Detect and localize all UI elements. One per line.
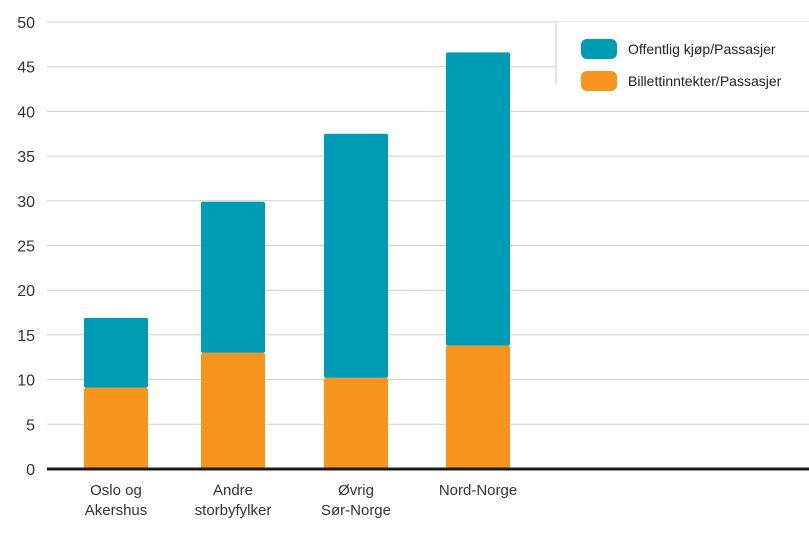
legend: Offentlig kjøp/Passasjer Billettinntekter…	[555, 22, 809, 91]
y-tick-label: 50	[17, 15, 35, 32]
bar-billettinntekter	[84, 387, 148, 469]
y-tick-label: 35	[17, 149, 35, 166]
y-tick-label: 15	[17, 328, 35, 345]
x-category-label-line: Akershus	[85, 502, 148, 519]
bar-billettinntekter	[324, 377, 388, 469]
y-tick-label: 45	[17, 60, 35, 77]
y-tick-label: 40	[17, 104, 35, 121]
bars	[84, 52, 510, 469]
y-tick-label: 10	[17, 373, 35, 390]
bar-billettinntekter	[446, 345, 510, 469]
x-category-label: Øvrig Sør-Norge	[321, 482, 391, 519]
y-axis-tick-labels: 0 5 10 15 20 25 30 35 40 45 50	[17, 15, 35, 479]
x-category-label: Andre storbyfylker	[195, 482, 272, 519]
x-category-label-line: storbyfylker	[195, 502, 272, 519]
legend-swatch	[581, 39, 617, 59]
bar-offentlig-kjop	[324, 133, 388, 378]
x-category-label-line: Øvrig	[338, 482, 374, 499]
x-category-label-line: Oslo og	[90, 482, 142, 499]
x-category-label-line: Nord-Norge	[439, 482, 517, 499]
bar-offentlig-kjop	[84, 317, 148, 388]
x-category-label-line: Andre	[213, 482, 253, 499]
x-axis-category-labels: Oslo og Akershus Andre storbyfylker Øvrig Sør…	[85, 482, 517, 519]
y-tick-label: 25	[17, 239, 35, 256]
y-tick-label: 5	[26, 417, 35, 434]
bar-billettinntekter	[201, 352, 265, 469]
y-tick-label: 30	[17, 194, 35, 211]
x-category-label: Oslo og Akershus	[85, 482, 148, 519]
bar-offentlig-kjop	[446, 52, 510, 346]
y-tick-label: 20	[17, 283, 35, 300]
y-tick-label: 0	[26, 462, 35, 479]
legend-label: Offentlig kjøp/Passasjer	[628, 41, 776, 57]
bar-offentlig-kjop	[201, 201, 265, 353]
x-category-label-line: Sør-Norge	[321, 502, 391, 519]
legend-swatch	[581, 71, 617, 91]
x-category-label: Nord-Norge	[439, 482, 517, 499]
legend-label: Billettinntekter/Passasjer	[628, 73, 782, 89]
